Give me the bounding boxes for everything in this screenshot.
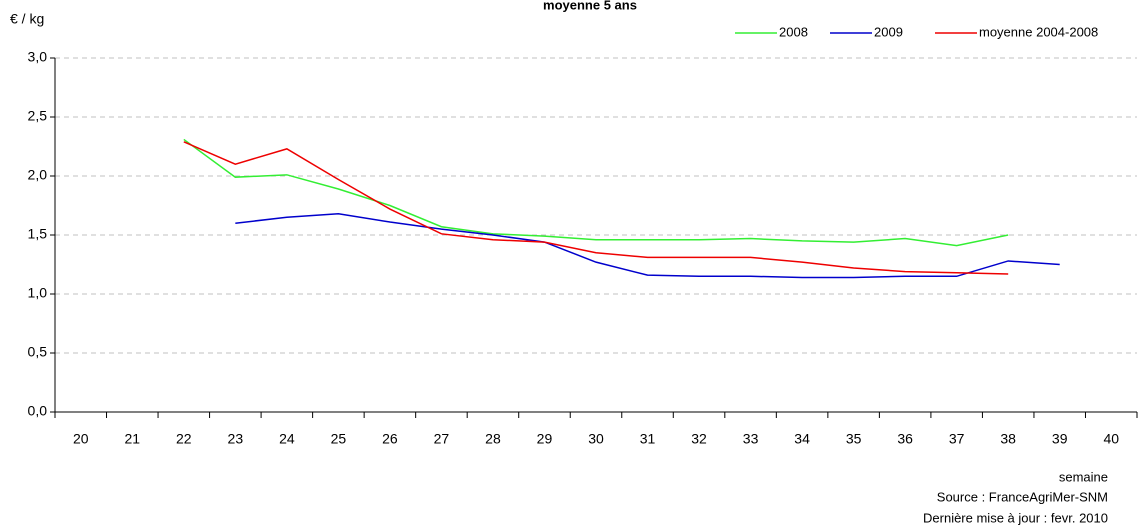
y-tick-label: 1,5 <box>28 226 48 242</box>
x-tick-label: 36 <box>897 431 913 447</box>
x-tick-label: 39 <box>1052 431 1068 447</box>
x-tick-label: 32 <box>691 431 707 447</box>
x-tick-label: 21 <box>124 431 140 447</box>
y-tick-label: 3,0 <box>28 49 48 65</box>
x-tick-label: 20 <box>73 431 89 447</box>
x-tick-label: 34 <box>794 431 810 447</box>
y-tick-label: 0,0 <box>28 403 48 419</box>
legend-label: 2009 <box>874 24 903 39</box>
x-tick-label: 29 <box>537 431 553 447</box>
x-tick-label: 23 <box>228 431 244 447</box>
x-tick-label: 28 <box>485 431 501 447</box>
y-axis-label: € / kg <box>10 11 44 27</box>
x-tick-label: 40 <box>1103 431 1119 447</box>
legend-label: moyenne 2004-2008 <box>979 24 1098 39</box>
series-line <box>235 213 1060 279</box>
x-tick-label: 27 <box>434 431 450 447</box>
x-tick-label: 30 <box>588 431 604 447</box>
x-tick-label: 22 <box>176 431 192 447</box>
x-tick-label: 37 <box>949 431 965 447</box>
x-tick-label: 24 <box>279 431 295 447</box>
series-line <box>183 138 1009 247</box>
y-tick-label: 0,5 <box>28 344 48 360</box>
source: Source : FranceAgriMer-SNM <box>937 489 1108 504</box>
x-tick-label: 25 <box>331 431 347 447</box>
x-axis-label: semaine <box>1059 469 1108 484</box>
chart-title: moyenne 5 ans <box>543 0 637 12</box>
x-tick-label: 33 <box>743 431 759 447</box>
x-tick-label: 35 <box>846 431 862 447</box>
legend-label: 2008 <box>779 24 808 39</box>
y-tick-label: 1,0 <box>28 285 48 301</box>
x-tick-label: 26 <box>382 431 398 447</box>
series-line <box>183 141 1009 275</box>
update-note: Dernière mise à jour : fevr. 2010 <box>923 510 1108 525</box>
x-tick-label: 31 <box>640 431 656 447</box>
y-tick-label: 2,0 <box>28 167 48 183</box>
x-tick-label: 38 <box>1000 431 1016 447</box>
y-tick-label: 2,5 <box>28 108 48 124</box>
